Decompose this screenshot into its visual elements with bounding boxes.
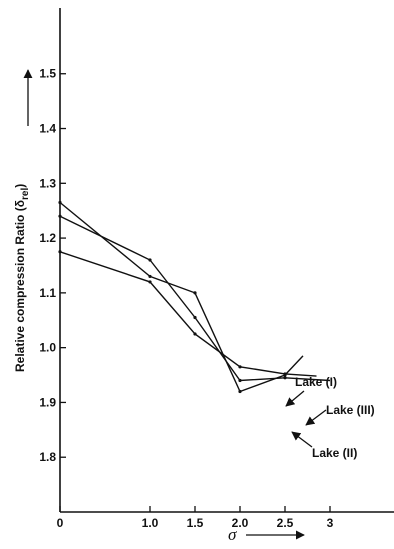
y-axis-label-close: ) xyxy=(13,184,27,188)
x-tick-label: 0 xyxy=(57,516,64,530)
x-axis-title: σ xyxy=(228,525,305,544)
series-line-lake-ii xyxy=(59,215,331,382)
data-point-lake-iii xyxy=(283,372,287,376)
y-axis-label-sub: rel xyxy=(20,188,31,200)
x-axis-ticks: 0 1.0 1.5 2.0 2.5 3 xyxy=(57,506,334,530)
x-tick-label: 1.0 xyxy=(142,516,159,530)
x-tick-label: 2.0 xyxy=(232,516,249,530)
y-tick-label: 1.5 xyxy=(39,67,56,81)
series-label-lake-iii: Lake (III) xyxy=(326,403,375,417)
series-label-lake-ii: Lake (II) xyxy=(312,446,357,460)
y-tick-label: 1.1 xyxy=(39,286,56,300)
series-line-lake-i xyxy=(59,201,304,393)
y-tick-label: 1.2 xyxy=(39,231,56,245)
series-labels: Lake (I) Lake (III) Lake (II) xyxy=(285,375,375,460)
series-pointer-lake-i xyxy=(285,390,305,407)
y-axis-ticks: 1.8 1.9 1.0 1.1 1.2 1.3 1.4 1.5 xyxy=(39,67,66,464)
data-point-lake-iii xyxy=(58,250,62,254)
y-tick-label: 1.4 xyxy=(39,122,56,136)
data-point-lake-i xyxy=(148,274,152,279)
axis-lines xyxy=(59,8,394,513)
data-point-lake-iii xyxy=(193,332,197,336)
data-point-lake-ii xyxy=(148,258,152,262)
data-point-lake-iii xyxy=(238,365,242,369)
y-tick-label: 1.9 xyxy=(39,395,56,409)
y-tick-label: 1.8 xyxy=(39,450,56,464)
series-pointer-lake-ii xyxy=(291,431,313,448)
series-pointer-lake-iii xyxy=(305,409,327,426)
series-label-lake-i: Lake (I) xyxy=(295,375,337,389)
data-point-lake-iii xyxy=(148,280,152,284)
y-tick-label: 1.3 xyxy=(39,176,56,190)
series-line-lake-iii xyxy=(59,251,317,377)
x-tick-label: 1.5 xyxy=(187,516,204,530)
y-tick-label: 1.0 xyxy=(39,341,56,355)
x-tick-label: 2.5 xyxy=(277,516,294,530)
data-point-lake-ii xyxy=(58,214,62,218)
series-layer xyxy=(58,200,331,394)
x-axis-label: σ xyxy=(228,525,237,544)
data-point-lake-i xyxy=(58,200,62,205)
x-tick-label: 3 xyxy=(327,516,334,530)
data-point-lake-i xyxy=(193,291,197,295)
data-point-lake-ii xyxy=(283,376,287,380)
y-axis-label: Relative compression Ratio (δrel) xyxy=(13,184,31,372)
data-point-lake-i xyxy=(238,389,242,394)
y-axis-label-main: Relative compression Ratio (δ xyxy=(13,200,27,372)
data-point-lake-ii xyxy=(193,315,197,320)
data-point-lake-ii xyxy=(238,378,242,383)
y-axis-title: Relative compression Ratio (δrel) xyxy=(13,69,33,372)
